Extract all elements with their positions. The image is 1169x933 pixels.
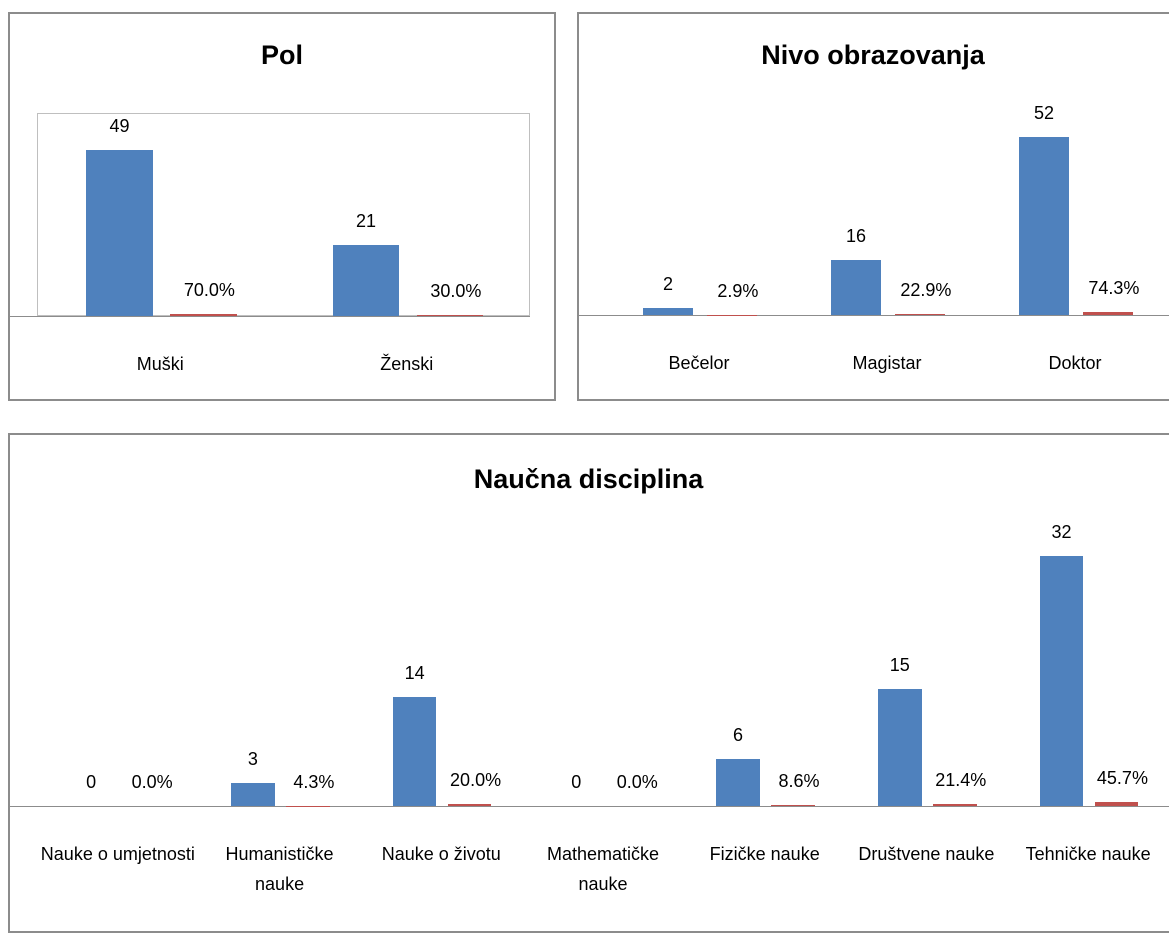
data-label: 8.6% [759, 771, 839, 792]
chart-title: Nivo obrazovanja [577, 40, 1169, 71]
data-label: 2 [628, 274, 708, 295]
data-label: 20.0% [436, 770, 516, 791]
x-tick-label: Društvene nauke [846, 839, 1008, 869]
data-label: 45.7% [1082, 768, 1162, 789]
bar [231, 783, 275, 806]
x-tick-label: Humanističke nauke [199, 839, 361, 899]
data-label: 4.3% [274, 772, 354, 793]
baseline [579, 315, 1169, 316]
bar [1095, 802, 1139, 806]
x-tick-label: Ženski [284, 349, 531, 379]
data-label: 6 [698, 725, 778, 746]
data-label: 21.4% [921, 770, 1001, 791]
data-label: 3 [213, 749, 293, 770]
data-label: 70.0% [169, 280, 249, 301]
data-label: 0.0% [597, 772, 677, 793]
bar [170, 314, 237, 316]
bar [86, 150, 153, 316]
bar [448, 804, 492, 806]
data-label: 0.0% [112, 772, 192, 793]
baseline [10, 316, 530, 317]
chart-title: Naučna disciplina [8, 464, 1169, 495]
bar [1040, 556, 1084, 806]
x-tick-label: Nauke o životu [360, 839, 522, 869]
data-label: 22.9% [886, 280, 966, 301]
bar [417, 315, 484, 316]
data-label: 16 [816, 226, 896, 247]
data-label: 2.9% [698, 281, 778, 302]
bar [771, 805, 815, 806]
bar [895, 314, 946, 315]
data-label: 49 [80, 116, 160, 137]
x-tick-label: Magistar [793, 348, 981, 378]
bar [1083, 312, 1134, 315]
data-label: 74.3% [1074, 278, 1154, 299]
x-tick-label: Fizičke nauke [684, 839, 846, 869]
bar [643, 308, 694, 315]
bar [831, 260, 882, 315]
bar [933, 804, 977, 806]
x-tick-label: Doktor [981, 348, 1169, 378]
data-label: 15 [860, 655, 940, 676]
data-label: 30.0% [416, 281, 496, 302]
bar [393, 697, 437, 806]
bar [716, 759, 760, 806]
x-tick-label: Mathematičke nauke [522, 839, 684, 899]
bar [1019, 137, 1070, 315]
data-label: 32 [1021, 522, 1101, 543]
data-label: 21 [326, 211, 406, 232]
baseline [10, 806, 1169, 807]
bar [878, 689, 922, 806]
x-tick-label: Bečelor [605, 348, 793, 378]
data-label: 14 [375, 663, 455, 684]
data-label: 52 [1004, 103, 1084, 124]
x-tick-label: Tehničke nauke [1007, 839, 1169, 869]
x-tick-label: Nauke o umjetnosti [37, 839, 199, 869]
bar [333, 245, 400, 316]
x-tick-label: Muški [37, 349, 284, 379]
chart-title: Pol [8, 40, 556, 71]
